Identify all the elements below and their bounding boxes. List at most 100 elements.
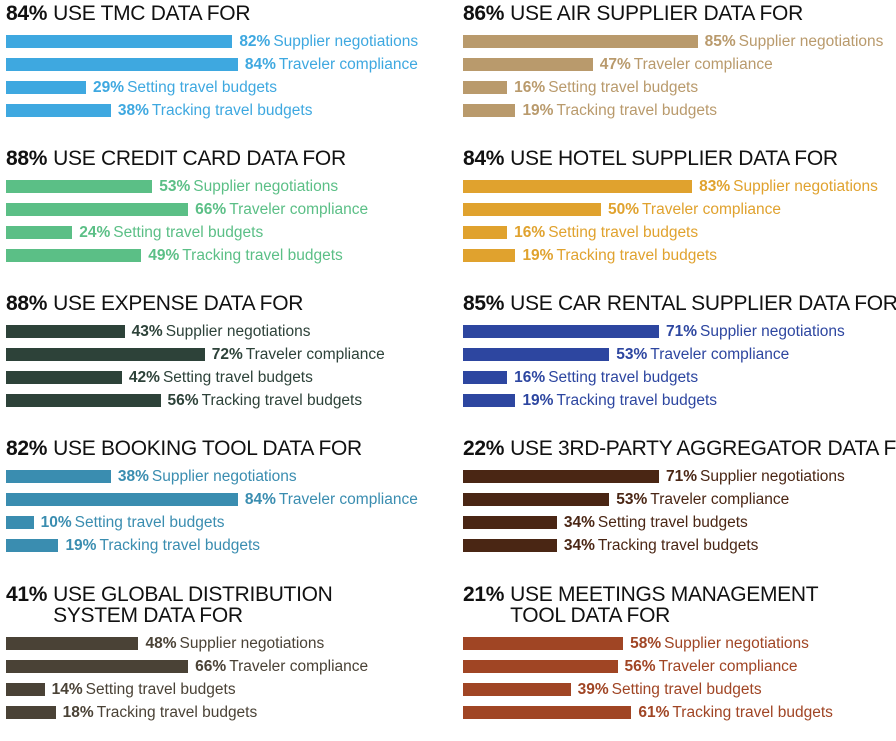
category-label: Supplier negotiations (165, 322, 311, 340)
title-lines: USE HOTEL SUPPLIER DATA FOR (510, 148, 838, 169)
bar-row: 42% Setting travel budgets (6, 366, 436, 389)
bar (463, 660, 618, 673)
value-label: 56% (624, 657, 656, 675)
bar-row: 61% Tracking travel budgets (463, 701, 893, 724)
chart-panel: 41% USE GLOBAL DISTRIBUTION SYSTEM DATA FO… (6, 584, 436, 724)
bar-row: 53% Traveler compliance (463, 488, 893, 511)
bar (463, 348, 610, 361)
chart-panel: 21% USE MEETINGS MANAGEMENT TOOL DATA FOR 5… (463, 584, 893, 724)
chart-panel: 84% USE TMC DATA FOR 82% Supplier negotiati… (6, 3, 436, 122)
title-lines: USE GLOBAL DISTRIBUTION SYSTEM DATA FOR (53, 584, 333, 627)
value-label: 16% (514, 78, 546, 96)
bar-row: 29% Setting travel budgets (6, 76, 436, 99)
category-label: Tracking travel budgets (556, 101, 718, 119)
bar (6, 203, 189, 216)
title-line: USE CAR RENTAL SUPPLIER DATA FOR (510, 292, 896, 315)
chart-panel: 22% USE 3RD-PARTY AGGREGATOR DATA FOR 71% S… (463, 437, 896, 557)
title-figure: 88% (6, 147, 48, 170)
title-figure: 86% (463, 2, 505, 25)
bar (463, 493, 610, 506)
bar (6, 660, 189, 673)
bar (463, 683, 571, 696)
bar-row: 16% Setting travel budgets (463, 366, 893, 389)
title-line: USE TMC DATA FOR (53, 2, 251, 25)
title-line: TOOL DATA FOR (510, 604, 670, 627)
category-label: Tracking travel budgets (182, 246, 343, 264)
bar-row: 19% Tracking travel budgets (463, 244, 893, 267)
bar (6, 325, 125, 338)
bar-rows: 85% Supplier negotiations 47% Traveler comp… (463, 30, 893, 122)
category-label: Tracking travel budgets (556, 391, 718, 409)
title-line: USE 3RD-PARTY AGGREGATOR DATA FOR (510, 437, 896, 460)
title-figure: 82% (6, 437, 48, 460)
category-label: Setting travel budgets (611, 680, 762, 698)
chart-panel: 84% USE HOTEL SUPPLIER DATA FOR 83% Supplie… (463, 148, 893, 267)
bar (463, 249, 516, 262)
category-label: Supplier negotiations (699, 322, 845, 340)
bar-row: 24% Setting travel budgets (6, 221, 436, 244)
value-label: 53% (616, 490, 648, 508)
bar-row: 19% Tracking travel budgets (6, 534, 436, 557)
bar-row: 14% Setting travel budgets (6, 678, 436, 701)
title-lines: USE EXPENSE DATA FOR (53, 293, 303, 314)
bar-row: 47% Traveler compliance (463, 53, 893, 76)
title-lines: USE AIR SUPPLIER DATA FOR (510, 3, 803, 24)
title-lines: USE BOOKING TOOL DATA FOR (53, 438, 362, 459)
bar-row: 43% Supplier negotiations (6, 320, 436, 343)
value-label: 58% (630, 634, 662, 652)
chart-panel: 86% USE AIR SUPPLIER DATA FOR 85% Supplier … (463, 3, 893, 122)
category-label: Setting travel budgets (548, 368, 699, 386)
value-label: 49% (148, 246, 180, 264)
bar (463, 539, 557, 552)
bar-row: 66% Traveler compliance (6, 655, 436, 678)
category-label: Supplier negotiations (664, 634, 809, 652)
value-label: 84% (244, 55, 276, 73)
chart-title: 85% USE CAR RENTAL SUPPLIER DATA FOR (463, 292, 896, 315)
value-label: 38% (117, 467, 149, 485)
title-figure: 21% (463, 583, 505, 606)
value-label: 83% (699, 177, 731, 195)
bar (463, 394, 516, 407)
category-label: Setting travel budgets (85, 680, 236, 698)
category-label: Setting travel budgets (162, 368, 313, 386)
bar (6, 58, 238, 71)
title-figure: 84% (463, 147, 505, 170)
title-line: SYSTEM DATA FOR (53, 604, 243, 627)
category-label: Setting travel budgets (113, 223, 264, 241)
chart-title: 22% USE 3RD-PARTY AGGREGATOR DATA FOR (463, 437, 896, 460)
bar (6, 371, 122, 384)
value-label: 19% (65, 536, 97, 554)
category-label: Supplier negotiations (179, 634, 325, 652)
bar-rows: 83% Supplier negotiations 50% Traveler comp… (463, 175, 893, 267)
value-label: 66% (195, 657, 227, 675)
value-label: 61% (638, 703, 670, 721)
bar (463, 470, 659, 483)
category-label: Traveler compliance (278, 490, 418, 508)
value-label: 85% (704, 32, 736, 50)
value-label: 29% (93, 78, 125, 96)
value-label: 34% (563, 536, 595, 554)
value-label: 19% (522, 391, 554, 409)
bar (463, 104, 516, 117)
category-label: Supplier negotiations (151, 467, 297, 485)
bar (6, 348, 205, 361)
value-label: 48% (145, 634, 177, 652)
bar-rows: 38% Supplier negotiations 84% Traveler comp… (6, 465, 436, 557)
value-label: 53% (616, 345, 648, 363)
bar (463, 81, 508, 94)
category-label: Setting travel budgets (597, 513, 748, 531)
bar-rows: 82% Supplier negotiations 84% Traveler comp… (6, 30, 436, 122)
bar-row: 16% Setting travel budgets (463, 76, 893, 99)
bar-rows: 53% Supplier negotiations 66% Traveler comp… (6, 175, 436, 267)
category-label: Traveler compliance (229, 200, 369, 218)
bar-row: 38% Tracking travel budgets (6, 99, 436, 122)
chart-title: 82% USE BOOKING TOOL DATA FOR (6, 438, 436, 459)
bar (463, 203, 601, 216)
chart-title: 21% USE MEETINGS MANAGEMENT TOOL DATA FOR (463, 584, 893, 626)
title-line: USE HOTEL SUPPLIER DATA FOR (510, 147, 838, 170)
bar-row: 71% Supplier negotiations (463, 320, 893, 343)
title-lines: USE CREDIT CARD DATA FOR (53, 148, 346, 169)
category-label: Traveler compliance (245, 345, 385, 363)
bar-row: 19% Tracking travel budgets (463, 99, 893, 122)
